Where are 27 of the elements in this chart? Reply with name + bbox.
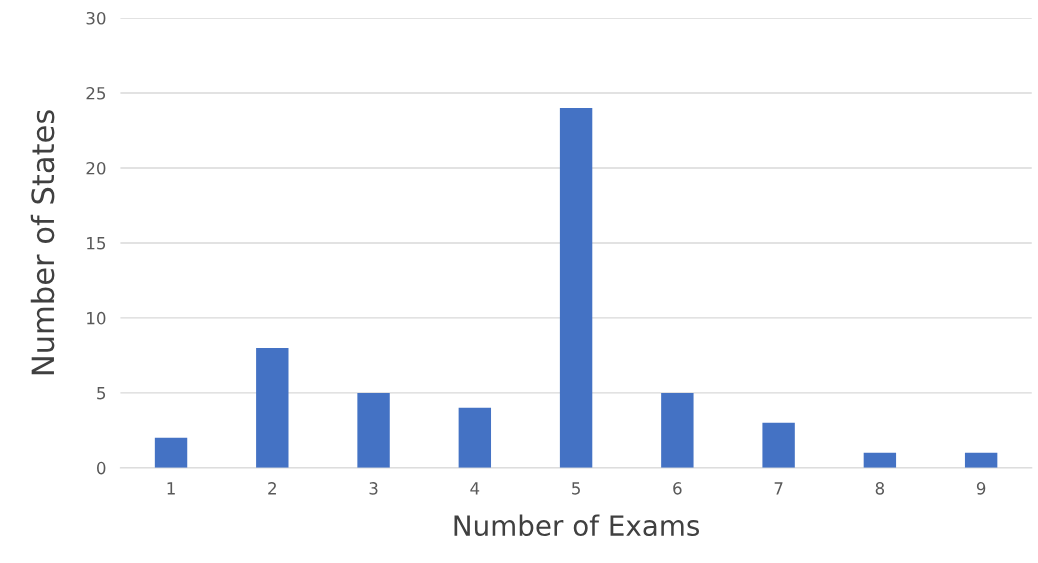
bar xyxy=(154,437,188,468)
bar xyxy=(458,407,492,468)
bar xyxy=(762,422,795,468)
bar xyxy=(964,452,998,468)
bar xyxy=(863,452,897,468)
x-tick-label: 7 xyxy=(774,482,783,495)
y-tick-label: 30 xyxy=(86,11,106,25)
x-tick-label: 8 xyxy=(875,482,885,495)
bar xyxy=(256,347,289,468)
x-tick-label: 4 xyxy=(470,482,480,495)
y-tick-label: 15 xyxy=(87,237,106,250)
x-tick-label: 9 xyxy=(976,482,986,495)
x-tick-label: 3 xyxy=(369,482,378,495)
x-tick-label: 1 xyxy=(167,482,175,495)
y-tick-label: 25 xyxy=(86,86,106,100)
x-tick-label: 5 xyxy=(572,482,580,495)
y-tick-label: 20 xyxy=(86,161,106,175)
y-axis-title: Number of States xyxy=(30,110,55,375)
x-tick-label: 6 xyxy=(673,482,682,495)
x-axis-title: Number of Exams xyxy=(454,514,700,537)
bar xyxy=(661,392,694,468)
bar xyxy=(559,107,593,468)
y-tick-label: 10 xyxy=(87,311,106,325)
x-tick-label: 2 xyxy=(268,482,276,495)
y-tick-label: 5 xyxy=(97,387,106,400)
y-tick-label: 0 xyxy=(97,461,106,475)
bar xyxy=(357,392,390,468)
